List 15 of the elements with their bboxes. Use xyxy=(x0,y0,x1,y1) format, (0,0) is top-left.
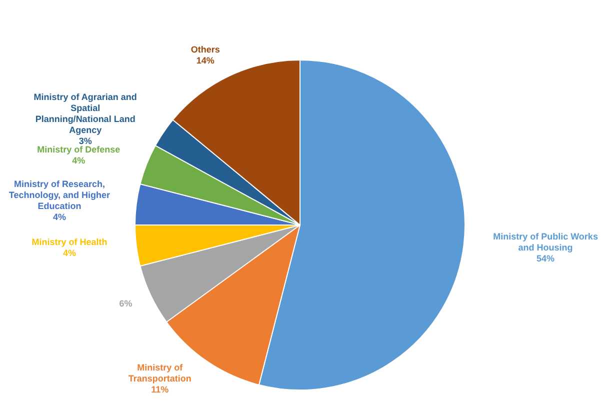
data-label: 6% xyxy=(119,298,132,309)
data-label: 4% xyxy=(52,212,66,222)
slice-label: Ministry of Health xyxy=(32,237,108,248)
slice-label: Others xyxy=(190,44,220,55)
slice-label: Ministry of Research, Technology, and Higher Education xyxy=(8,179,111,212)
slice-label: Ministry of Public Works and Housing xyxy=(493,232,598,253)
slice-label: Ministry of Transportation xyxy=(128,363,192,384)
slice-label: Ministry of Agrarian and Spatial Planning/National Land Agency xyxy=(34,92,137,136)
data-label: 4% xyxy=(62,248,76,258)
data-label: 14% xyxy=(196,56,214,66)
slice-label: Ministry of Defense xyxy=(37,145,120,156)
data-label: 3% xyxy=(78,136,92,146)
data-label: 4% xyxy=(72,156,86,166)
data-label: 11% xyxy=(151,385,169,396)
data-label: 54% xyxy=(536,254,555,264)
